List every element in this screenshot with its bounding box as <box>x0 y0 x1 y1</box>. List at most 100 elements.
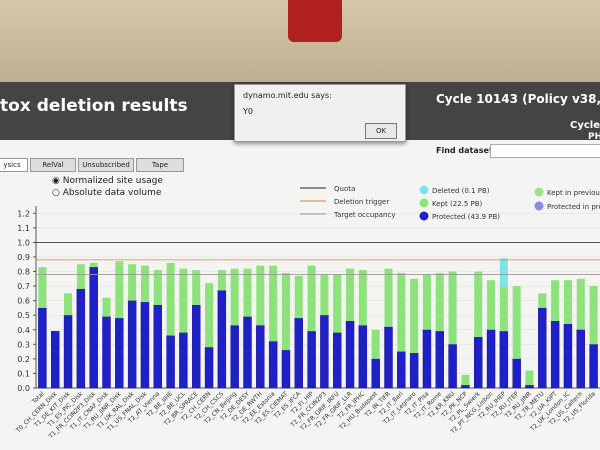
bar-segment <box>217 270 226 291</box>
legend-marker <box>534 201 544 211</box>
y-tick-label: 0.7 <box>17 282 30 291</box>
find-label: Find dataset: <box>436 146 496 155</box>
radio[interactable]: ○ Absolute data volume <box>52 188 162 198</box>
y-tick-label: 0.8 <box>17 268 30 277</box>
y-tick-label: 0.4 <box>17 326 30 335</box>
bar-segment <box>384 268 393 327</box>
bar-segment <box>217 290 227 389</box>
bar-segment <box>230 268 239 326</box>
bar-segment <box>269 265 278 342</box>
bar-segment <box>243 316 252 389</box>
y-tick-label: 0.9 <box>17 253 30 262</box>
bar-segment <box>192 270 201 306</box>
bar-segment <box>461 374 470 386</box>
legend-label: Kept in previous <box>547 189 600 197</box>
bar-segment <box>525 384 534 389</box>
tab[interactable]: ysics <box>0 158 28 172</box>
bar-segment <box>179 332 188 389</box>
bar-segment <box>409 352 419 389</box>
bar-segment <box>474 271 483 338</box>
legend-label: Protected in pre <box>547 203 600 211</box>
bar-segment <box>294 317 303 389</box>
bar-segment <box>397 351 406 389</box>
bar-segment <box>179 268 188 333</box>
bar-segment <box>115 261 124 319</box>
ok-button[interactable]: OK <box>365 123 397 139</box>
bar-segment <box>435 272 444 332</box>
legend-label: Protected (43.9 PB) <box>432 213 500 221</box>
y-tick-label: 0.3 <box>17 340 30 349</box>
bar-segment <box>538 307 547 389</box>
bar-segment <box>128 264 137 301</box>
bar-segment <box>204 347 214 389</box>
tab[interactable]: Unsubscribed <box>78 158 134 172</box>
legend-label: Deleted (0.1 PB) <box>432 187 490 195</box>
bar-segment <box>499 331 509 389</box>
y-tick-label: 0.5 <box>17 311 30 320</box>
bar-segment <box>371 329 380 359</box>
bar-segment <box>550 320 560 389</box>
bar-segment <box>486 329 496 389</box>
bar-segment <box>422 329 432 389</box>
bar-segment <box>384 326 393 389</box>
bar-segment <box>230 325 239 389</box>
bar-segment <box>563 280 572 324</box>
legend-marker <box>419 211 429 221</box>
bar-segment <box>320 274 329 316</box>
y-tick-label: 0.1 <box>17 369 30 378</box>
y-tick-label: 1.2 <box>17 209 30 218</box>
ph: PH <box>588 132 600 142</box>
bar-segment <box>576 278 585 330</box>
bar-segment <box>346 268 355 322</box>
bar-segment <box>64 293 73 316</box>
radio[interactable]: ◉ Normalized site usage <box>52 176 163 186</box>
bar-segment <box>268 341 278 389</box>
y-tick-label: 1.0 <box>17 238 30 247</box>
bar-segment <box>551 280 560 322</box>
bar-segment <box>474 336 483 389</box>
y-tick-label: 0.6 <box>17 297 30 306</box>
bar-segment <box>307 265 316 332</box>
bar-segment <box>89 262 98 268</box>
legend-label: Target occupancy <box>333 211 395 219</box>
bar-segment <box>281 349 291 389</box>
bar-segment <box>256 325 265 389</box>
bar-segment <box>371 358 380 389</box>
dialog-host: dynamo.mit.edu says: <box>243 91 332 100</box>
bar-segment <box>140 265 149 303</box>
legend-label: Kept (22.5 PB) <box>432 200 483 208</box>
bar-segment <box>358 270 367 326</box>
alarm <box>288 0 342 42</box>
cycle-label: Cycle: <box>570 120 600 131</box>
bar-segment <box>166 262 175 336</box>
bar-segment <box>589 344 598 389</box>
bar-segment <box>294 275 303 319</box>
bar-segment <box>345 320 355 389</box>
bar-segment <box>76 264 85 289</box>
bar-segment <box>525 370 534 386</box>
legend-label: Deletion trigger <box>334 198 389 206</box>
bar-segment <box>512 358 521 389</box>
bar-segment <box>38 307 47 389</box>
bar-segment <box>487 280 496 330</box>
chart: 0.0 0.1 0.2 0.3 0.4 0.5 0.6 0.7 0.8 0.9 1.0 1.1 1.2 T… <box>14 185 600 441</box>
bar-segment <box>499 287 508 332</box>
find-input[interactable] <box>490 144 600 158</box>
bar-segment <box>115 317 124 389</box>
cycle: Cycle 10143 (Policy v38, 20 <box>436 92 600 106</box>
y-tick-label: 0.2 <box>17 355 30 364</box>
dialog-message: Y0 <box>243 107 253 116</box>
bar-segment <box>563 323 573 389</box>
bar-segment <box>153 270 162 306</box>
tab[interactable]: Tape <box>136 158 184 172</box>
tab[interactable]: RelVal <box>30 158 76 172</box>
bar-segment <box>166 335 175 389</box>
bar-segment <box>102 316 111 389</box>
y-tick-label: 0.0 <box>17 384 30 393</box>
radio-label: Normalized site usage <box>62 176 163 186</box>
alert-dialog: dynamo.mit.edu says: Y0 OK <box>234 84 406 142</box>
bar-segment <box>448 344 457 389</box>
bar-segment <box>89 266 98 389</box>
radio-label: Absolute data volume <box>62 188 162 198</box>
